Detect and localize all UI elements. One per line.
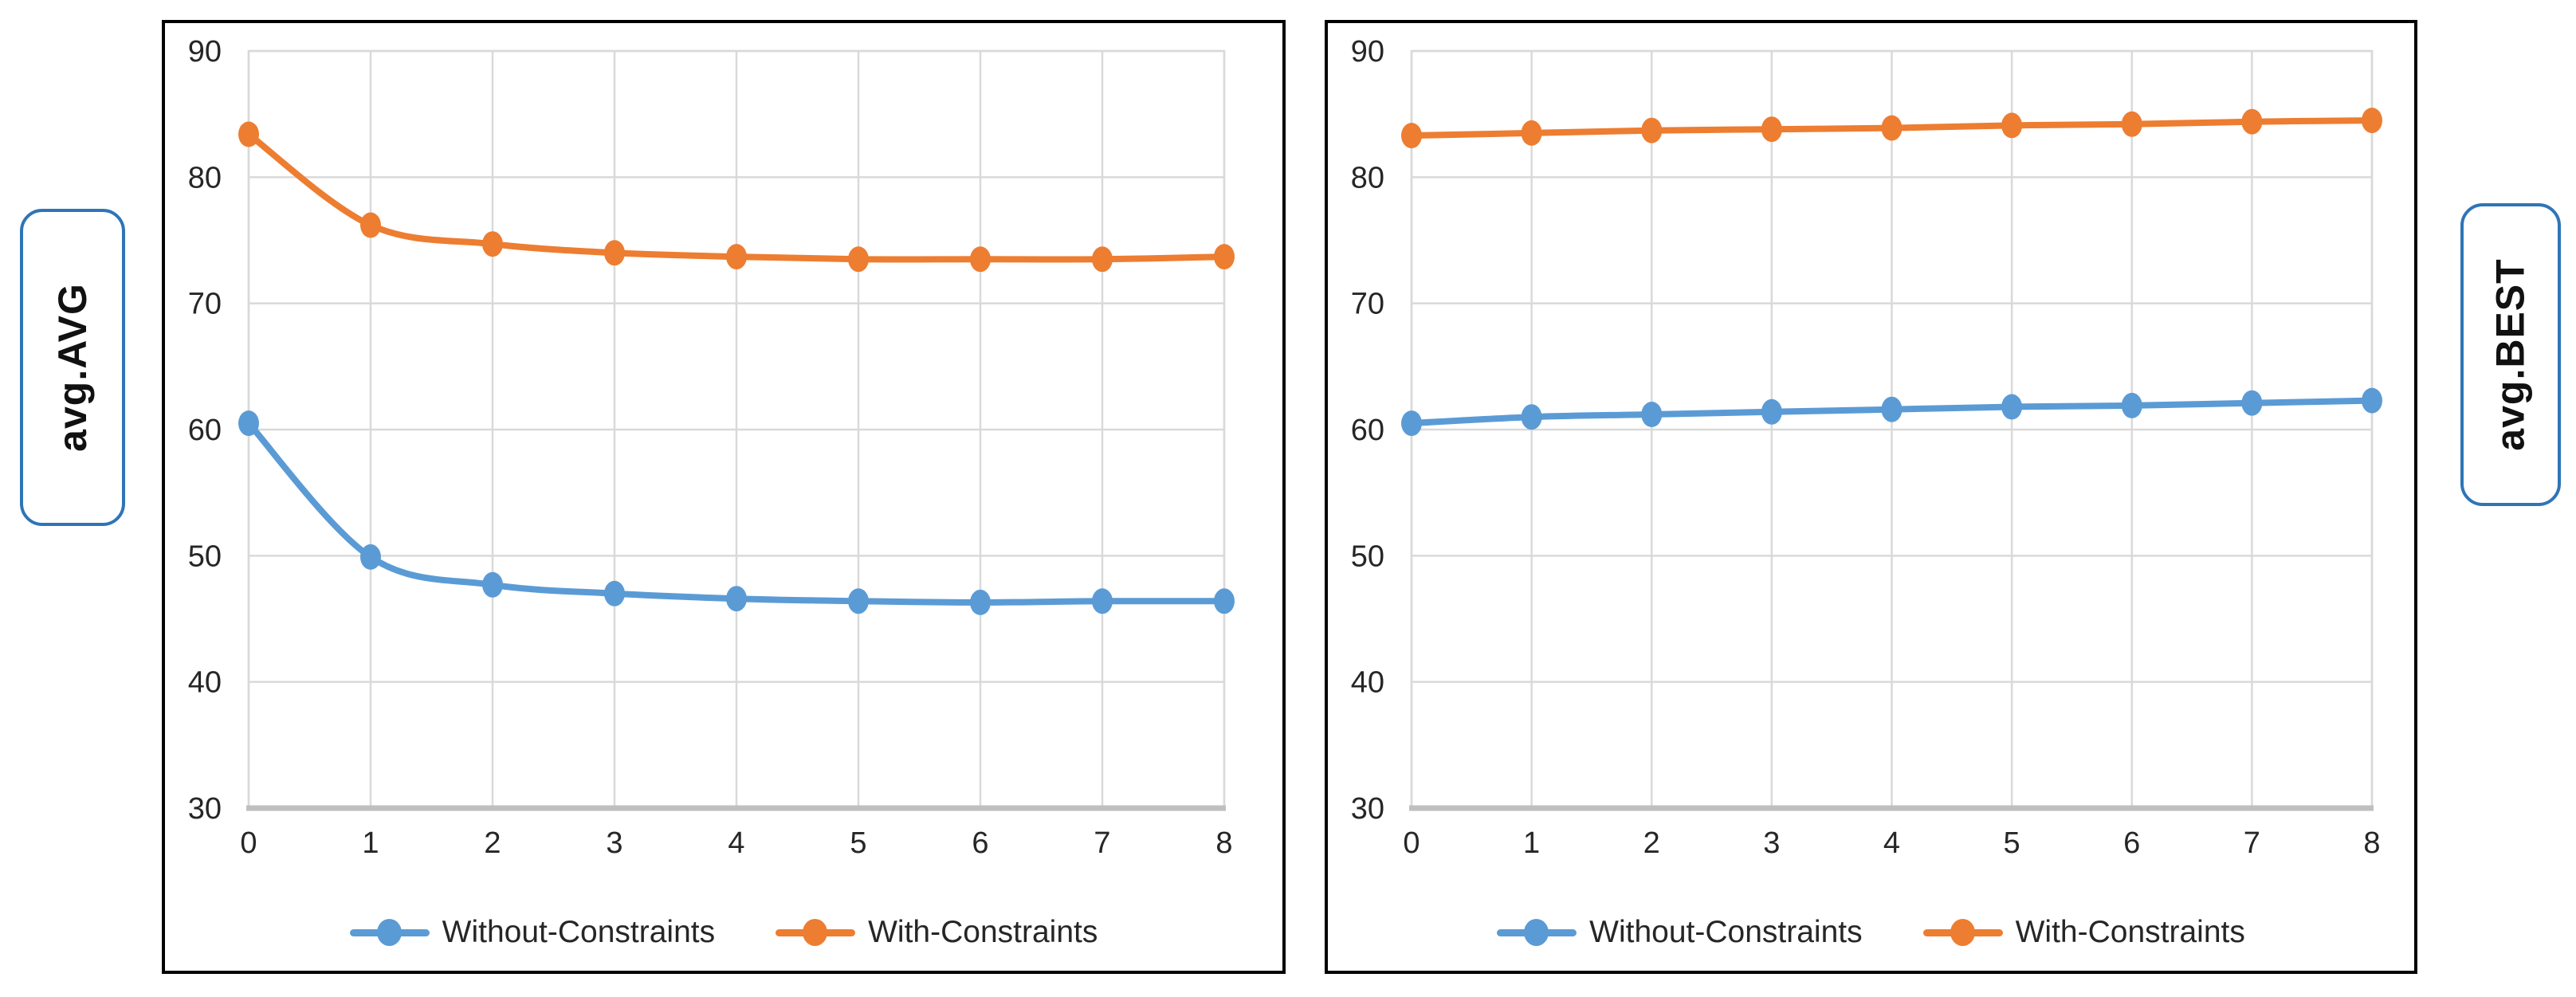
svg-text:60: 60: [1351, 414, 1384, 447]
chart-panel-avg-best: 30 40 50 60 70 80 90 0 1 2 3 4 5 6 7 8 Without-Constrai…: [1325, 20, 2417, 974]
left-axis-title-box: avg.AVG: [20, 209, 125, 526]
legend-line-marker-icon: [776, 918, 856, 947]
svg-text:3: 3: [1763, 826, 1780, 860]
svg-text:0: 0: [1403, 826, 1420, 860]
svg-text:2: 2: [1643, 826, 1660, 860]
svg-text:5: 5: [2004, 826, 2020, 860]
svg-text:1: 1: [362, 826, 379, 860]
svg-text:70: 70: [188, 288, 222, 321]
svg-text:50: 50: [188, 540, 222, 573]
legend-label: Without-Constraints: [1589, 915, 1863, 949]
svg-text:1: 1: [1523, 826, 1540, 860]
svg-text:40: 40: [188, 666, 222, 700]
svg-text:7: 7: [2244, 826, 2260, 860]
legend-label: Without-Constraints: [442, 915, 716, 949]
svg-text:8: 8: [2363, 826, 2380, 860]
svg-text:90: 90: [188, 35, 222, 69]
svg-text:50: 50: [1351, 540, 1384, 573]
legend-label: With-Constraints: [868, 915, 1098, 949]
svg-text:40: 40: [1351, 666, 1384, 700]
svg-text:7: 7: [1094, 826, 1110, 860]
svg-text:3: 3: [606, 826, 622, 860]
svg-text:6: 6: [2123, 826, 2140, 860]
svg-text:0: 0: [240, 826, 257, 860]
legend-line-marker-icon: [1497, 918, 1577, 947]
chart-panel-avg-avg: 30 40 50 60 70 80 90 0 1 2 3 4 5 6 7 8 Without-Constrai…: [162, 20, 1286, 974]
svg-text:5: 5: [850, 826, 866, 860]
legend-label: With-Constraints: [2015, 915, 2245, 949]
svg-text:2: 2: [484, 826, 501, 860]
right-axis-title: avg.BEST: [2488, 258, 2533, 451]
left-axis-title: avg.AVG: [50, 283, 95, 452]
legend-line-marker-icon: [349, 918, 430, 947]
svg-text:4: 4: [728, 826, 744, 860]
legend-item-with-constraints: With-Constraints: [776, 915, 1098, 950]
svg-text:4: 4: [1883, 826, 1900, 860]
svg-text:30: 30: [1351, 792, 1384, 826]
svg-text:60: 60: [188, 414, 222, 447]
line-chart-avg-best: 30 40 50 60 70 80 90 0 1 2 3 4 5 6 7 8: [1351, 35, 2382, 860]
right-axis-title-box: avg.BEST: [2460, 203, 2561, 506]
legend-item-with-constraints: With-Constraints: [1922, 915, 2245, 950]
svg-text:30: 30: [188, 792, 222, 826]
legend-avg-avg: Without-Constraints With-Constraints: [165, 915, 1282, 950]
legend-line-marker-icon: [1922, 918, 2003, 947]
svg-text:70: 70: [1351, 288, 1384, 321]
legend-item-without-constraints: Without-Constraints: [349, 915, 716, 950]
svg-text:6: 6: [972, 826, 988, 860]
svg-text:90: 90: [1351, 35, 1384, 69]
line-chart-avg-avg: 30 40 50 60 70 80 90 0 1 2 3 4 5 6 7 8: [188, 35, 1235, 860]
svg-text:80: 80: [1351, 161, 1384, 194]
svg-text:8: 8: [1215, 826, 1232, 860]
legend-avg-best: Without-Constraints With-Constraints: [1328, 915, 2414, 950]
svg-text:80: 80: [188, 161, 222, 194]
legend-item-without-constraints: Without-Constraints: [1497, 915, 1863, 950]
